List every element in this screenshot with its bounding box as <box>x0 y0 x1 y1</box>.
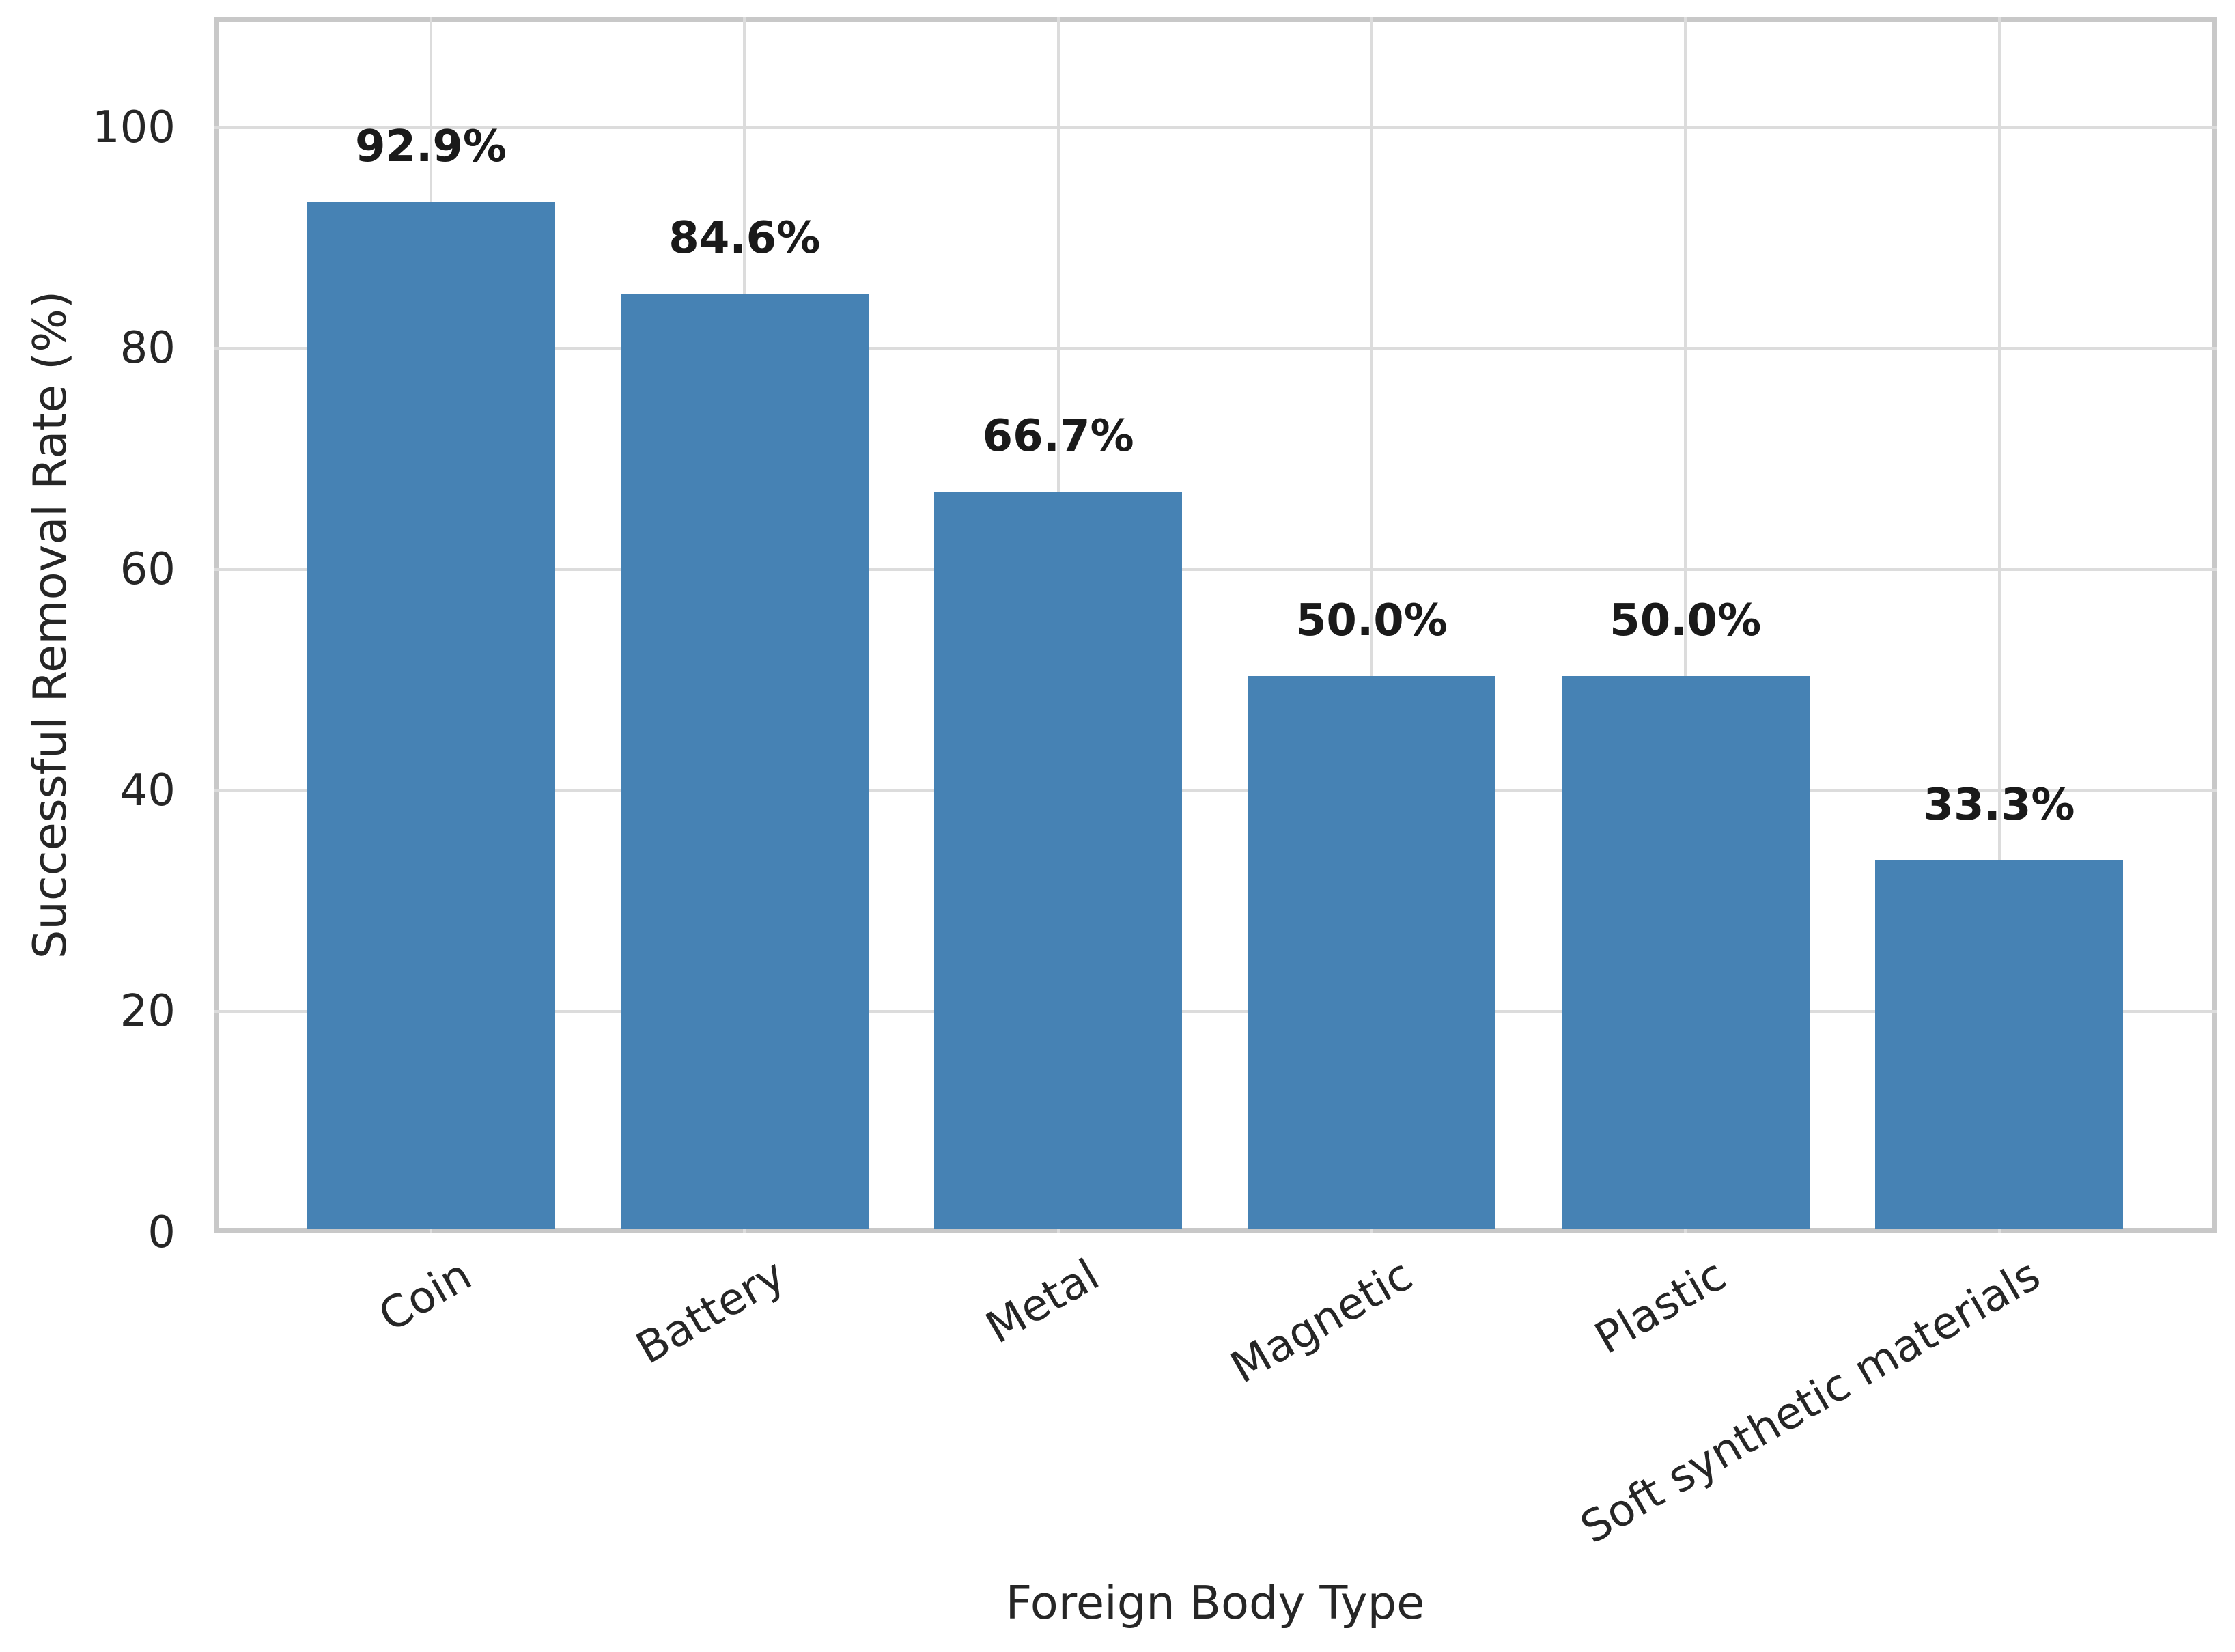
gridline-h-60 <box>214 568 2217 572</box>
plot-spine-top <box>214 17 2217 22</box>
bar-value-label-magnetic: 50.0% <box>1295 595 1448 646</box>
y-tick-label-80: 80 <box>120 323 175 374</box>
bar-value-label-soft-synthetic-materials: 33.3% <box>1923 780 2075 831</box>
gridline-v-soft-synthetic-materials <box>1997 17 2001 1233</box>
plot-spine-left <box>214 17 219 1233</box>
plot-spine-bottom <box>214 1228 2217 1233</box>
gridline-h-80 <box>214 347 2217 350</box>
x-axis-title: Foreign Body Type <box>1005 1576 1425 1629</box>
y-tick-label-0: 0 <box>147 1207 175 1258</box>
gridline-h-40 <box>214 789 2217 792</box>
gridline-v-plastic <box>1684 17 1687 1233</box>
plot-spine-right <box>2212 17 2217 1233</box>
bar-metal <box>934 491 1183 1229</box>
plot-area: 92.9% 84.6% 66.7% 50.0% 50.0% 33.3% <box>214 17 2217 1233</box>
gridline-h-20 <box>214 1010 2217 1013</box>
bar-coin <box>307 201 555 1229</box>
bar-battery <box>620 294 869 1229</box>
bar-value-label-metal: 66.7% <box>982 410 1134 462</box>
bar-value-label-battery: 84.6% <box>669 213 821 264</box>
y-axis-title: Successful Removal Rate (%) <box>23 290 76 960</box>
y-tick-label-20: 20 <box>120 986 175 1037</box>
y-tick-label-40: 40 <box>120 765 175 816</box>
bar-value-label-plastic: 50.0% <box>1610 595 1762 646</box>
bar-value-label-coin: 92.9% <box>354 121 507 172</box>
bar-plastic <box>1561 675 1810 1229</box>
bar-soft-synthetic-materials <box>1875 860 2123 1229</box>
y-tick-label-100: 100 <box>92 102 175 153</box>
gridline-v-magnetic <box>1370 17 1373 1233</box>
gridline-h-100 <box>214 126 2217 129</box>
bar-magnetic <box>1248 675 1496 1229</box>
y-tick-label-60: 60 <box>120 544 175 596</box>
